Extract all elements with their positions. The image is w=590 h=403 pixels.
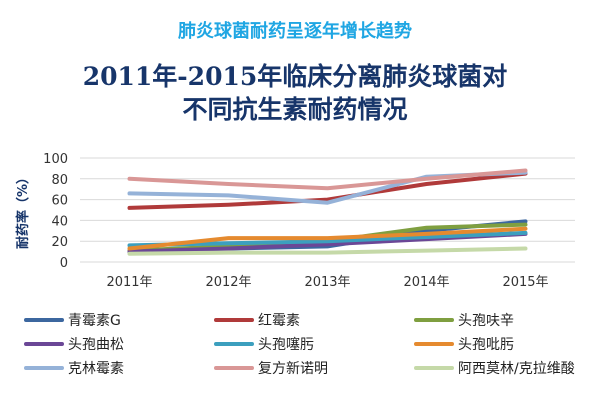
legend-label: 红霉素 <box>258 313 300 329</box>
legend-label: 头孢噻肟 <box>258 337 314 353</box>
legend-swatch <box>24 366 64 370</box>
legend-label: 复方新诺明 <box>258 361 328 377</box>
series-line <box>127 230 528 248</box>
series-line <box>127 226 528 251</box>
legend-item: 头孢噻肟 <box>214 334 314 354</box>
series-line <box>127 168 528 191</box>
legend-item: 阿西莫林/克拉维酸 <box>414 358 575 378</box>
legend-item: 克林霉素 <box>24 358 124 378</box>
y-tick-label: 80 <box>51 173 68 188</box>
legend-label: 头孢呋辛 <box>458 313 514 329</box>
y-tick-label: 20 <box>51 235 68 250</box>
legend-label: 阿西莫林/克拉维酸 <box>458 361 575 377</box>
y-tick-label: 0 <box>60 256 68 271</box>
legend-swatch <box>214 318 254 322</box>
y-tick-label: 100 <box>43 152 68 167</box>
chart-subtitle: 肺炎球菌耐药呈逐年增长趋势 <box>178 21 412 42</box>
legend-swatch <box>414 342 454 346</box>
x-tick-label: 2011年 <box>106 275 152 290</box>
legend-swatch <box>214 342 254 346</box>
legend-label: 克林霉素 <box>68 361 124 377</box>
legend-item: 复方新诺明 <box>214 358 328 378</box>
chart-title: 2011年-2015年临床分离肺炎球菌对 不同抗生素耐药情况 <box>0 60 590 126</box>
legend-label: 头孢吡肟 <box>458 337 514 353</box>
y-tick-label: 40 <box>51 214 68 229</box>
legend-swatch <box>24 342 64 346</box>
legend-item: 头孢呋辛 <box>414 310 514 330</box>
y-tick-label: 60 <box>51 194 68 209</box>
legend-swatch <box>214 366 254 370</box>
series-line <box>127 246 528 256</box>
x-tick-label: 2015年 <box>502 275 548 290</box>
legend-swatch <box>24 318 64 322</box>
legend-item: 青霉素G <box>24 310 121 330</box>
legend-item: 头孢吡肟 <box>414 334 514 354</box>
y-axis-label: 耐药率（%） <box>15 171 31 249</box>
line-chart: 0 20 40 60 80 100 2011年 2012年 2013年 2014年 2015年 耐药率… <box>15 152 575 290</box>
legend-item: 红霉素 <box>214 310 300 330</box>
x-tick-label: 2012年 <box>205 275 251 290</box>
legend-item: 头孢曲松 <box>24 334 124 354</box>
legend-label: 头孢曲松 <box>68 337 124 353</box>
chart-title-line2: 不同抗生素耐药情况 <box>182 95 408 124</box>
chart-title-line1: 2011年-2015年临床分离肺炎球菌对 <box>82 62 508 91</box>
series-line <box>127 171 528 210</box>
legend-label: 青霉素G <box>68 313 121 329</box>
legend-swatch <box>414 318 454 322</box>
x-tick-label: 2014年 <box>403 275 449 290</box>
x-tick-label: 2013年 <box>304 275 350 290</box>
legend-swatch <box>414 366 454 370</box>
